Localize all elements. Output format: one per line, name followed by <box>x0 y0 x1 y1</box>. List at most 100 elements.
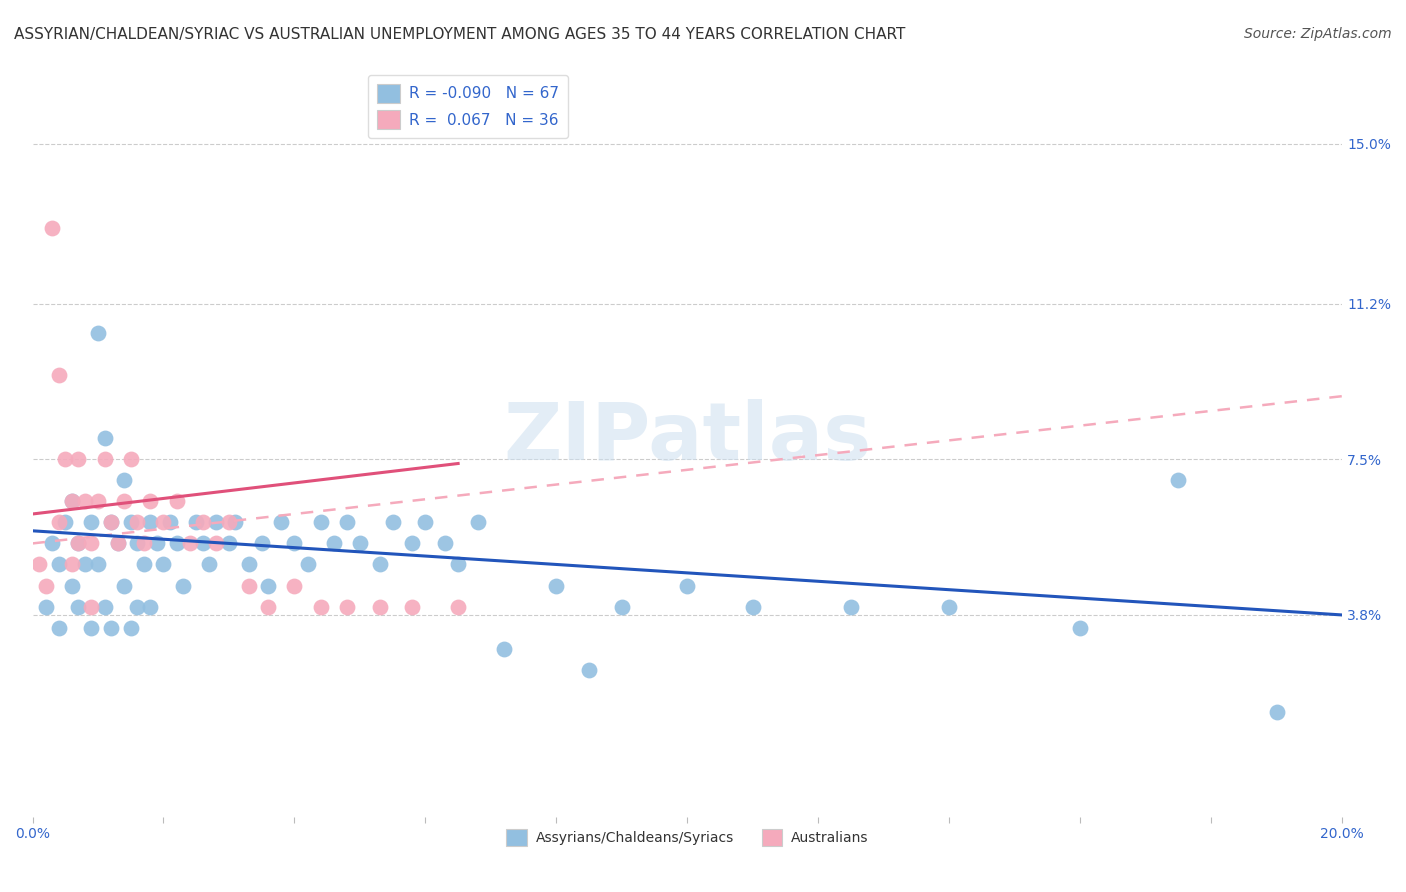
Point <box>349 536 371 550</box>
Point <box>309 516 332 530</box>
Point <box>938 599 960 614</box>
Point <box>610 599 633 614</box>
Point <box>53 452 76 467</box>
Point <box>447 599 470 614</box>
Text: ZIPatlas: ZIPatlas <box>503 400 872 477</box>
Point <box>434 536 457 550</box>
Point <box>447 558 470 572</box>
Point <box>546 578 568 592</box>
Point <box>139 516 162 530</box>
Point <box>73 558 96 572</box>
Text: Source: ZipAtlas.com: Source: ZipAtlas.com <box>1244 27 1392 41</box>
Point <box>127 516 149 530</box>
Point <box>93 452 115 467</box>
Point <box>336 599 359 614</box>
Point <box>191 536 214 550</box>
Point <box>34 578 56 592</box>
Point <box>401 536 423 550</box>
Point <box>839 599 862 614</box>
Point <box>100 516 122 530</box>
Point <box>172 578 194 592</box>
Point <box>80 536 103 550</box>
Point <box>205 516 228 530</box>
Point <box>120 621 142 635</box>
Point <box>67 536 90 550</box>
Point <box>224 516 246 530</box>
Point <box>41 220 63 235</box>
Point <box>100 516 122 530</box>
Point <box>112 473 135 487</box>
Point <box>250 536 273 550</box>
Point <box>368 558 391 572</box>
Point <box>60 494 83 508</box>
Point <box>1265 705 1288 719</box>
Point <box>309 599 332 614</box>
Point <box>48 558 70 572</box>
Point <box>152 558 174 572</box>
Point <box>401 599 423 614</box>
Point <box>322 536 344 550</box>
Point <box>166 494 188 508</box>
Point <box>218 516 240 530</box>
Point <box>112 578 135 592</box>
Point <box>179 536 201 550</box>
Point <box>60 558 83 572</box>
Point <box>107 536 129 550</box>
Point <box>87 326 110 340</box>
Point <box>120 452 142 467</box>
Point <box>132 558 155 572</box>
Point <box>270 516 292 530</box>
Point <box>41 536 63 550</box>
Point <box>112 494 135 508</box>
Point <box>73 494 96 508</box>
Point <box>80 516 103 530</box>
Point <box>741 599 763 614</box>
Point <box>166 536 188 550</box>
Point <box>159 516 181 530</box>
Point <box>238 578 260 592</box>
Point <box>48 516 70 530</box>
Point <box>60 494 83 508</box>
Point <box>676 578 699 592</box>
Point <box>152 516 174 530</box>
Point <box>100 621 122 635</box>
Point <box>127 599 149 614</box>
Point <box>34 599 56 614</box>
Point <box>1069 621 1091 635</box>
Point <box>48 368 70 383</box>
Point <box>93 431 115 445</box>
Point <box>257 578 280 592</box>
Point <box>218 536 240 550</box>
Point <box>67 452 90 467</box>
Point <box>60 578 83 592</box>
Point <box>139 599 162 614</box>
Point <box>132 536 155 550</box>
Text: ASSYRIAN/CHALDEAN/SYRIAC VS AUSTRALIAN UNEMPLOYMENT AMONG AGES 35 TO 44 YEARS CO: ASSYRIAN/CHALDEAN/SYRIAC VS AUSTRALIAN U… <box>14 27 905 42</box>
Point <box>191 516 214 530</box>
Point <box>238 558 260 572</box>
Point <box>87 494 110 508</box>
Point <box>467 516 489 530</box>
Point <box>578 663 600 677</box>
Point <box>93 599 115 614</box>
Point <box>107 536 129 550</box>
Point <box>415 516 437 530</box>
Point <box>381 516 404 530</box>
Point <box>297 558 319 572</box>
Point <box>127 536 149 550</box>
Point <box>368 599 391 614</box>
Point <box>146 536 169 550</box>
Point <box>53 516 76 530</box>
Point <box>80 599 103 614</box>
Point <box>186 516 208 530</box>
Point <box>87 558 110 572</box>
Point <box>1167 473 1189 487</box>
Point <box>139 494 162 508</box>
Point <box>80 621 103 635</box>
Point <box>120 516 142 530</box>
Point <box>336 516 359 530</box>
Point <box>257 599 280 614</box>
Point <box>283 578 305 592</box>
Point <box>492 641 515 656</box>
Point <box>198 558 221 572</box>
